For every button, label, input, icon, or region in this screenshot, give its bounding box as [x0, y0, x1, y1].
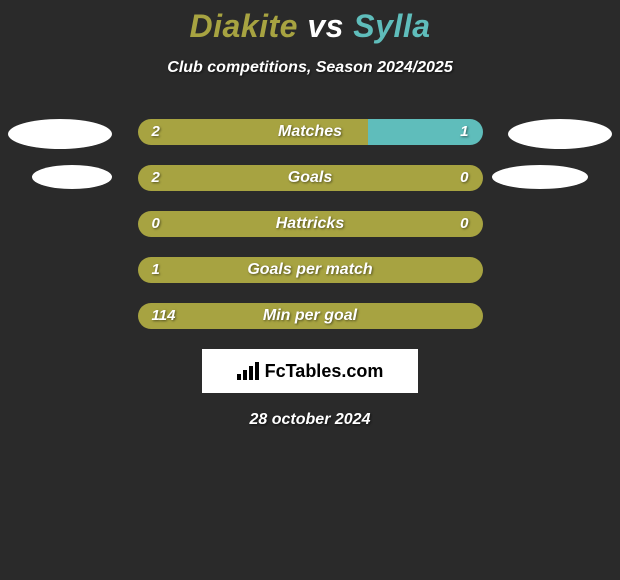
subtitle: Club competitions, Season 2024/2025	[0, 59, 620, 77]
vs-text: vs	[307, 8, 344, 44]
bar-left-fill	[138, 303, 483, 329]
stat-row: Hattricks00	[0, 211, 620, 237]
player1-name: Diakite	[189, 8, 297, 44]
logo-text: FcTables.com	[265, 361, 384, 382]
comparison-card: Diakite vs Sylla Club competitions, Seas…	[0, 0, 620, 429]
stat-bar: Min per goal114	[138, 303, 483, 329]
page-title: Diakite vs Sylla	[0, 8, 620, 45]
source-logo: FcTables.com	[202, 349, 418, 393]
stat-row: Goals20	[0, 165, 620, 191]
bar-left-fill	[138, 165, 483, 191]
date-label: 28 october 2024	[0, 411, 620, 429]
stats-section: Matches21 Goals20 Hattricks00 Goals per mat…	[0, 119, 620, 329]
bar-left-fill	[138, 119, 368, 145]
stat-row: Min per goal114	[0, 303, 620, 329]
stat-bar: Goals per match1	[138, 257, 483, 283]
bar-chart-icon	[237, 362, 259, 380]
stat-row: Matches21	[0, 119, 620, 145]
bar-left-fill	[138, 257, 483, 283]
bar-left-fill	[138, 211, 483, 237]
stat-bar: Goals20	[138, 165, 483, 191]
player2-name: Sylla	[353, 8, 430, 44]
stat-row: Goals per match1	[0, 257, 620, 283]
stat-bar: Matches21	[138, 119, 483, 145]
stat-bar: Hattricks00	[138, 211, 483, 237]
bar-right-fill	[368, 119, 483, 145]
